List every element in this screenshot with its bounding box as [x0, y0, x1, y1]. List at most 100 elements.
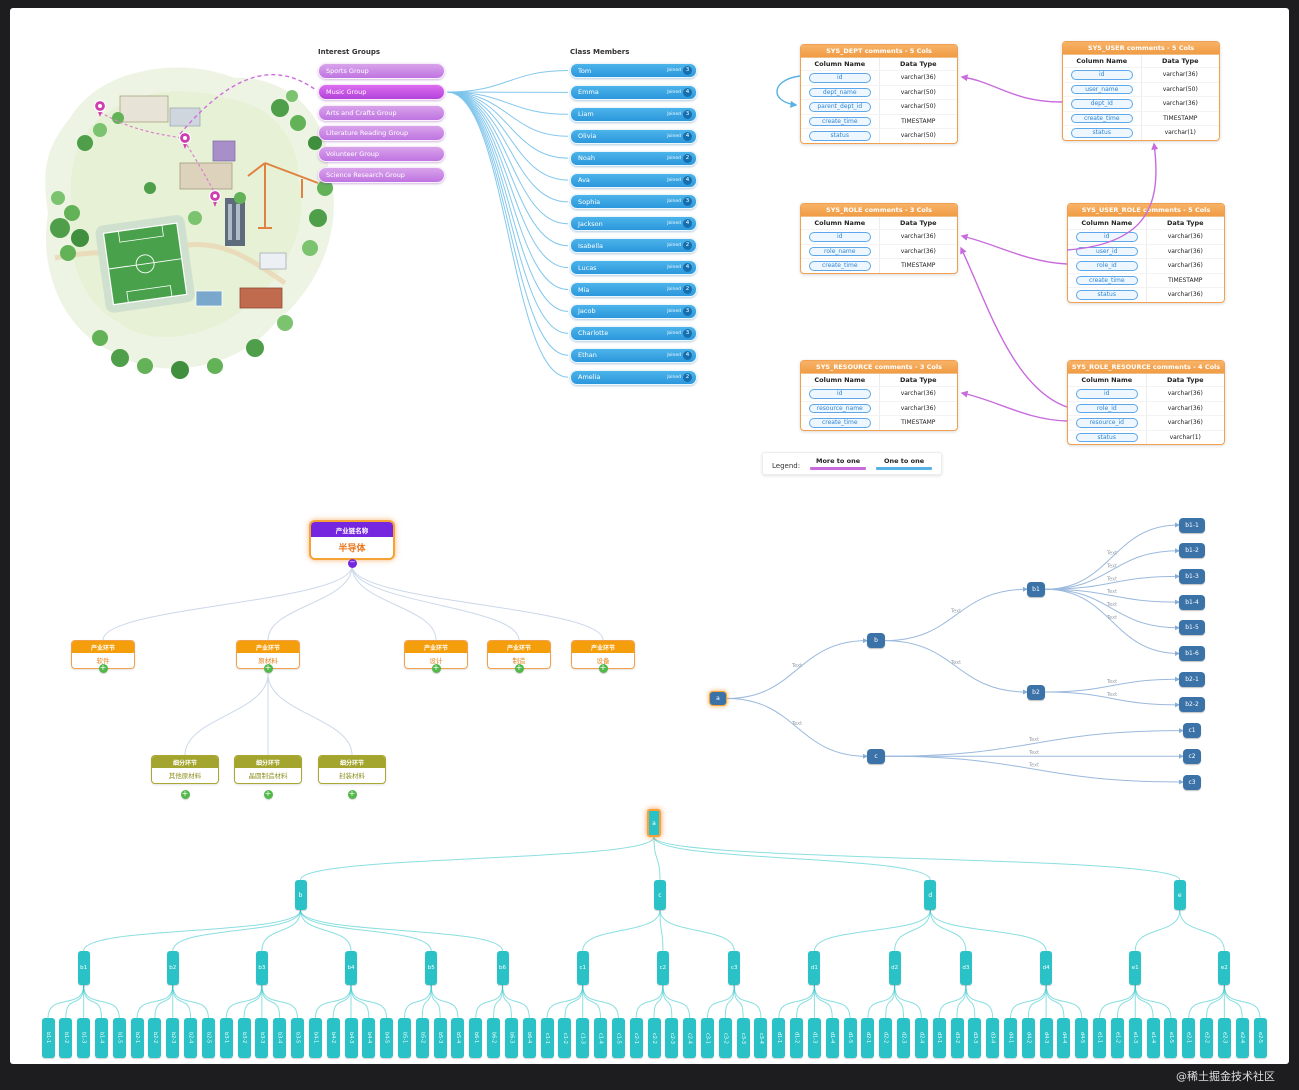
member-item-jackson[interactable]: Jackson Joined 4	[570, 216, 697, 232]
tree-node-b1-3[interactable]: b1-3	[77, 1018, 91, 1058]
er-field-create-time[interactable]: create_time	[1070, 113, 1133, 123]
er-field-id[interactable]: id	[808, 389, 871, 399]
member-item-sophia[interactable]: Sophia Joined 3	[570, 194, 697, 210]
tree-node-d4-3[interactable]: d4-3	[1039, 1018, 1053, 1058]
tree-node-b6-4[interactable]: b6-4	[522, 1018, 536, 1058]
tree-node-b3-5[interactable]: b3-5	[291, 1018, 305, 1058]
tree-node-b3-1[interactable]: b3-1	[219, 1018, 233, 1058]
tree-node-d1-2[interactable]: d1-2	[790, 1018, 804, 1058]
er-field-role-id[interactable]: role_id	[1075, 403, 1138, 413]
tree-node-d1-4[interactable]: d1-4	[825, 1018, 839, 1058]
er-field-role-id[interactable]: role_id	[1075, 261, 1138, 271]
flow-node-b2-2[interactable]: b2-2	[1179, 697, 1205, 713]
tree-node-c2[interactable]: c2	[656, 951, 669, 985]
er-table-sys_resource[interactable]: SYS_RESOURCE comments - 3 Cols Column Nam…	[800, 360, 958, 431]
expand-button[interactable]: +	[514, 663, 524, 673]
tree-node-d3[interactable]: d3	[959, 951, 972, 985]
flow-node-c3[interactable]: c3	[1183, 774, 1201, 790]
member-item-amelia[interactable]: Amelia Joined 2	[570, 369, 697, 385]
expand-button[interactable]: +	[98, 663, 108, 673]
member-item-emma[interactable]: Emma Joined 4	[570, 84, 697, 100]
group-item-science-research-group[interactable]: Science Research Group	[318, 167, 445, 183]
tree-node-d2-4[interactable]: d2-4	[914, 1018, 928, 1058]
tree-node-d1[interactable]: d1	[808, 951, 821, 985]
tree-node-d3-2[interactable]: d3-2	[950, 1018, 964, 1058]
er-field-id[interactable]: id	[1075, 389, 1138, 399]
group-item-music-group[interactable]: Music Group	[318, 83, 445, 100]
er-table-sys_role_resource[interactable]: SYS_ROLE_RESOURCE comments - 4 Cols Colum…	[1067, 360, 1225, 445]
tree-node-b5-3[interactable]: b5-3	[433, 1018, 447, 1058]
tree-node-b1-4[interactable]: b1-4	[94, 1018, 108, 1058]
er-field-dept-name[interactable]: dept_name	[808, 87, 871, 97]
tree-node-c2-1[interactable]: c2-1	[629, 1018, 643, 1058]
tree-node-b2[interactable]: b2	[166, 951, 179, 985]
er-field-id[interactable]: id	[808, 73, 871, 83]
mindmap-collapse-dot[interactable]: −	[348, 558, 357, 568]
tree-node-c1-2[interactable]: c1-2	[558, 1018, 572, 1058]
tree-node-d1-3[interactable]: d1-3	[807, 1018, 821, 1058]
flow-node-c1[interactable]: c1	[1183, 723, 1201, 739]
tree-node-e2[interactable]: e2	[1218, 951, 1231, 985]
tree-node-b5-4[interactable]: b5-4	[451, 1018, 465, 1058]
tree-node-c1[interactable]: c1	[576, 951, 589, 985]
tree-node-e1-4[interactable]: e1-4	[1146, 1018, 1160, 1058]
flow-node-b1[interactable]: b1	[1027, 581, 1045, 597]
tree-node-e2-2[interactable]: e2-2	[1200, 1018, 1214, 1058]
tree-node-e2-3[interactable]: e2-3	[1217, 1018, 1231, 1058]
member-item-liam[interactable]: Liam Joined 3	[570, 106, 697, 122]
member-item-lucas[interactable]: Lucas Joined 4	[570, 260, 697, 276]
tree-node-b4-4[interactable]: b4-4	[362, 1018, 376, 1058]
expand-button[interactable]: +	[263, 663, 273, 673]
tree-node-d1-5[interactable]: d1-5	[843, 1018, 857, 1058]
tree-node-e2-5[interactable]: e2-5	[1253, 1018, 1267, 1058]
er-field-status[interactable]: status	[1075, 290, 1138, 300]
mindmap-branch-2[interactable]: 产业环节 原材料	[236, 640, 300, 669]
tree-node-b5[interactable]: b5	[425, 951, 438, 985]
tree-node-b3-3[interactable]: b3-3	[255, 1018, 269, 1058]
tree-node-c2-4[interactable]: c2-4	[683, 1018, 697, 1058]
er-table-sys_dept[interactable]: SYS_DEPT comments - 5 Cols Column Name Dat…	[800, 44, 958, 144]
tree-node-e1-2[interactable]: e1-2	[1110, 1018, 1124, 1058]
member-item-noah[interactable]: Noah Joined 2	[570, 150, 697, 166]
tree-node-b4[interactable]: b4	[345, 951, 357, 985]
tree-node-e[interactable]: e	[1173, 880, 1186, 910]
group-item-sports-group[interactable]: Sports Group	[318, 63, 445, 79]
tree-node-b6-3[interactable]: b6-3	[504, 1018, 518, 1058]
er-field-role-name[interactable]: role_name	[808, 246, 871, 256]
tree-node-c1-5[interactable]: c1-5	[611, 1018, 625, 1058]
tree-node-d2-2[interactable]: d2-2	[879, 1018, 893, 1058]
er-field-id[interactable]: id	[808, 232, 871, 242]
tree-node-c3-2[interactable]: c3-2	[718, 1018, 732, 1058]
group-item-arts-and-crafts-group[interactable]: Arts and Crafts Group	[318, 104, 445, 121]
tree-node-d4[interactable]: d4	[1040, 951, 1053, 985]
er-table-sys_user_role[interactable]: SYS_USER_ROLE comments - 5 Cols Column Na…	[1067, 203, 1225, 303]
tree-node-c2-2[interactable]: c2-2	[647, 1018, 661, 1058]
expand-button[interactable]: +	[598, 663, 608, 673]
er-field-create-time[interactable]: create_time	[808, 261, 871, 271]
flow-node-b1-4[interactable]: b1-4	[1179, 594, 1205, 610]
group-item-volunteer-group[interactable]: Volunteer Group	[318, 146, 445, 163]
er-field-status[interactable]: status	[1070, 128, 1133, 138]
tree-node-b6-1[interactable]: b6-1	[469, 1018, 483, 1058]
er-field-user-id[interactable]: user_id	[1075, 246, 1138, 256]
tree-node-b[interactable]: b	[294, 880, 307, 910]
tree-node-c1-4[interactable]: c1-4	[594, 1018, 608, 1058]
er-table-sys_role[interactable]: SYS_ROLE comments - 3 Cols Column Name Dat…	[800, 203, 958, 274]
tree-node-e1-5[interactable]: e1-5	[1164, 1018, 1178, 1058]
mindmap-branch-3[interactable]: 产业环节 设计	[404, 640, 468, 669]
member-item-tom[interactable]: Tom Joined 3	[570, 63, 697, 78]
tree-node-d3-3[interactable]: d3-3	[968, 1018, 982, 1058]
member-item-isabella[interactable]: Isabella Joined 2	[570, 238, 697, 254]
tree-node-c1-3[interactable]: c1-3	[576, 1018, 590, 1058]
tree-node-b2-3[interactable]: b2-3	[166, 1018, 180, 1058]
tree-node-b2-2[interactable]: b2-2	[148, 1018, 162, 1058]
tree-node-c3-4[interactable]: c3-4	[754, 1018, 768, 1058]
tree-node-c1-1[interactable]: c1-1	[540, 1018, 554, 1058]
tree-node-c[interactable]: c	[653, 880, 666, 910]
er-field-status[interactable]: status	[1075, 432, 1138, 442]
tree-node-d2-3[interactable]: d2-3	[897, 1018, 911, 1058]
flow-node-c[interactable]: c	[867, 748, 885, 764]
tree-node-d4-1[interactable]: d4-1	[1003, 1018, 1017, 1058]
mindmap-subnode-1[interactable]: 细分环节 其他原材料	[151, 755, 219, 784]
tree-node-d2-1[interactable]: d2-1	[861, 1018, 875, 1058]
